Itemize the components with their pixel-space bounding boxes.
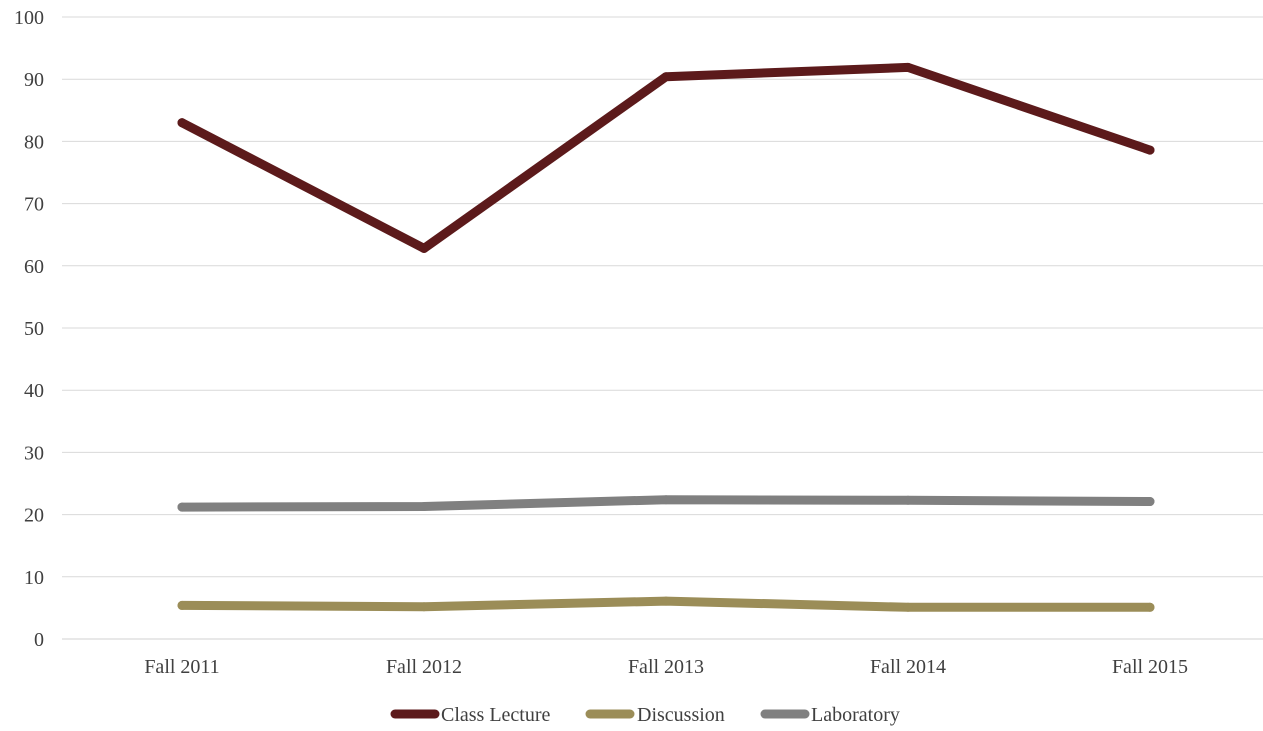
y-tick-label: 100	[14, 7, 44, 29]
y-tick-label: 40	[24, 380, 44, 402]
legend-label-laboratory: Laboratory	[811, 704, 900, 726]
y-tick-label: 50	[24, 318, 44, 340]
data-point-laboratory	[1145, 497, 1155, 506]
y-tick-label: 0	[34, 629, 44, 651]
series-line-class-lecture	[177, 62, 1155, 253]
y-tick-label: 20	[24, 505, 44, 527]
data-point-class-lecture	[177, 118, 187, 128]
legend: Class Lecture Discussion Laboratory	[390, 704, 900, 726]
data-point-class-lecture	[1145, 145, 1155, 155]
data-point-class-lecture	[419, 243, 429, 253]
x-tick-label: Fall 2013	[628, 656, 704, 678]
data-point-discussion	[419, 602, 429, 612]
x-tick-label: Fall 2011	[144, 656, 219, 678]
y-tick-label: 60	[24, 256, 44, 278]
data-point-laboratory	[177, 502, 187, 512]
x-tick-label: Fall 2014	[870, 656, 946, 678]
data-point-laboratory	[419, 502, 429, 511]
legend-label-discussion: Discussion	[637, 704, 725, 726]
data-point-laboratory	[903, 495, 913, 505]
x-axis-tick-labels: Fall 2011 Fall 2012 Fall 2013 Fall 2014 Fall…	[144, 656, 1188, 678]
y-axis-tick-labels: 0 10 20 30 40 50 60 70 80 90 100	[14, 7, 44, 651]
data-point-class-lecture	[661, 72, 671, 82]
x-tick-label: Fall 2012	[386, 656, 462, 678]
y-tick-label: 80	[24, 131, 44, 153]
data-point-discussion	[1145, 602, 1155, 612]
gridlines	[62, 16, 1263, 640]
data-point-discussion	[903, 602, 913, 612]
y-tick-label: 10	[24, 567, 44, 589]
series-lines	[177, 62, 1155, 612]
data-point-laboratory	[661, 495, 671, 505]
y-tick-label: 90	[24, 69, 44, 91]
data-point-discussion	[661, 596, 671, 606]
data-point-discussion	[177, 600, 187, 610]
y-tick-label: 30	[24, 442, 44, 464]
legend-label-class-lecture: Class Lecture	[441, 704, 551, 726]
data-point-class-lecture	[903, 62, 913, 72]
x-tick-label: Fall 2015	[1112, 656, 1188, 678]
y-tick-label: 70	[24, 194, 44, 216]
